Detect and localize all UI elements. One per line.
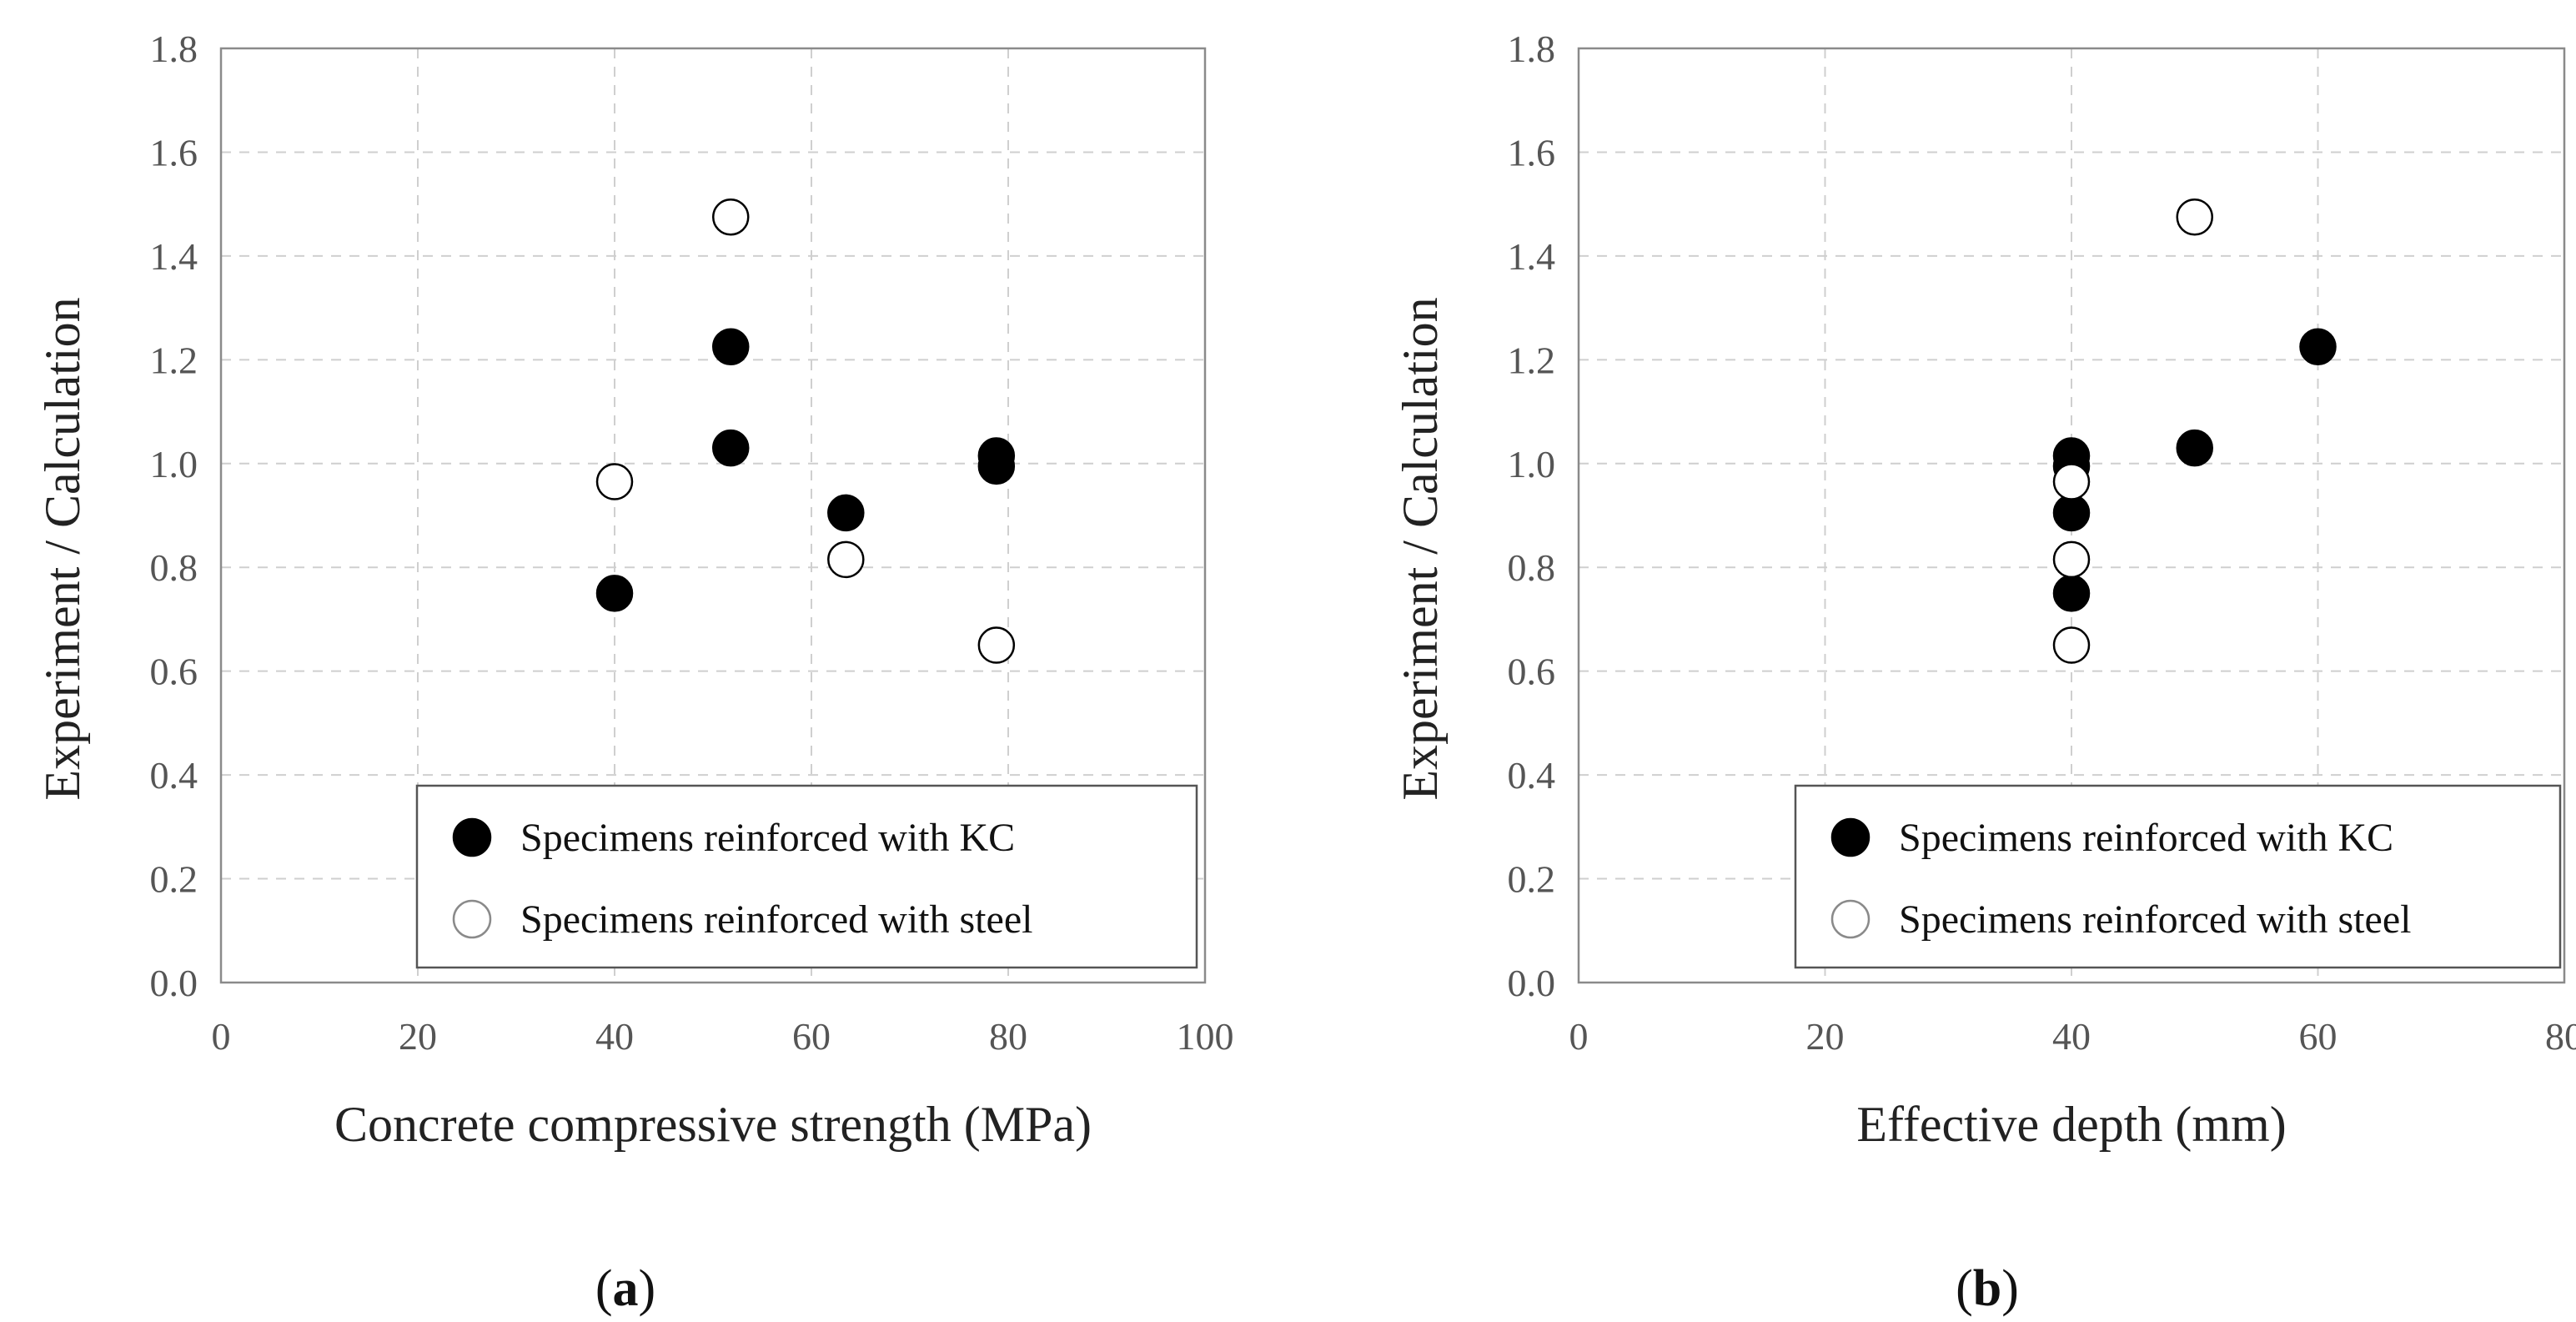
y-tick-label: 1.0 [150, 443, 198, 485]
data-point-kc [2052, 494, 2091, 532]
panel-label-a: (a) [595, 1260, 655, 1317]
panel-label-b: (b) [1956, 1260, 2019, 1317]
y-ticks-b: 0.0 0.2 0.4 0.6 0.8 1.0 1.2 1.4 1.6 1.8 [1508, 28, 1556, 1004]
legend-a: Specimens reinforced with KC Specimens r… [415, 784, 1198, 969]
x-tick-label: 40 [595, 1015, 634, 1058]
y-tick-label: 0.6 [1508, 651, 1556, 693]
y-tick-label: 1.4 [150, 235, 198, 278]
y-axis-label-a: Experiment / Calculation [35, 297, 90, 800]
legend-marker-steel-a [452, 899, 492, 939]
x-tick-label: 60 [792, 1015, 831, 1058]
data-point-steel [2052, 626, 2091, 664]
data-point-steel [2052, 463, 2091, 500]
legend-label-steel-a: Specimens reinforced with steel [520, 897, 1032, 942]
x-tick-label: 40 [2052, 1015, 2091, 1058]
panel-a: 0.0 0.2 0.4 0.6 0.8 1.0 1.2 1.4 1.6 1.8 0 20 40 60 80… [35, 28, 1234, 1317]
legend-label-kc-b: Specimens reinforced with KC [1899, 816, 2393, 860]
x-tick-label: 0 [212, 1015, 231, 1058]
data-point-kc [595, 575, 634, 612]
y-tick-label: 0.2 [150, 858, 198, 901]
data-point-steel [711, 198, 750, 236]
x-tick-label: 80 [2545, 1015, 2576, 1058]
data-point-kc [977, 447, 1016, 485]
panel-letter-a: a [613, 1260, 639, 1317]
y-ticks-a: 0.0 0.2 0.4 0.6 0.8 1.0 1.2 1.4 1.6 1.8 [150, 28, 198, 1004]
y-tick-label: 1.2 [1508, 339, 1556, 381]
x-tick-label: 100 [1177, 1015, 1234, 1058]
data-point-steel [2052, 540, 2091, 579]
y-tick-label: 1.6 [150, 131, 198, 173]
y-tick-label: 0.8 [1508, 546, 1556, 589]
x-ticks-a: 0 20 40 60 80 100 [212, 1015, 1234, 1058]
y-tick-label: 1.2 [150, 339, 198, 381]
y-axis-label-b: Experiment / Calculation [1393, 297, 1448, 800]
legend-marker-kc-b [1830, 817, 1870, 857]
x-ticks-b: 0 20 40 60 80 [1569, 1015, 2576, 1058]
panel-letter-b: b [1973, 1260, 2001, 1317]
x-tick-label: 20 [1806, 1015, 1845, 1058]
data-point-steel [827, 540, 865, 579]
legend-label-kc-a: Specimens reinforced with KC [520, 816, 1015, 860]
points-b [2052, 198, 2337, 664]
x-tick-label: 20 [399, 1015, 437, 1058]
data-point-kc [2299, 328, 2337, 366]
x-tick-label: 80 [989, 1015, 1027, 1058]
y-tick-label: 0.6 [150, 651, 198, 693]
plot-frame-a [219, 47, 1207, 984]
data-point-kc [711, 429, 750, 467]
y-tick-label: 1.4 [1508, 235, 1556, 278]
y-tick-label: 0.8 [150, 546, 198, 589]
x-axis-label-a: Concrete compressive strength (MPa) [334, 1097, 1092, 1152]
y-tick-label: 0.4 [150, 754, 198, 797]
data-point-kc [2052, 575, 2091, 612]
x-tick-label: 60 [2299, 1015, 2337, 1058]
legend-label-steel-b: Specimens reinforced with steel [1899, 897, 2411, 942]
data-point-kc [711, 328, 750, 366]
y-tick-label: 0.4 [1508, 754, 1556, 797]
data-point-steel [977, 626, 1016, 664]
legend-marker-kc-a [452, 817, 492, 857]
y-tick-label: 0.2 [1508, 858, 1556, 901]
legend-marker-steel-b [1830, 899, 1870, 939]
y-tick-label: 1.8 [1508, 28, 1556, 70]
legend-b: Specimens reinforced with KC Specimens r… [1794, 784, 2562, 969]
y-tick-label: 1.6 [1508, 131, 1556, 173]
x-tick-label: 0 [1569, 1015, 1589, 1058]
y-tick-label: 1.0 [1508, 443, 1556, 485]
y-tick-label: 1.8 [150, 28, 198, 70]
x-axis-label-b: Effective depth (mm) [1856, 1097, 2286, 1152]
data-point-kc [2176, 429, 2213, 467]
legend-box-a [415, 784, 1198, 969]
y-tick-label: 0.0 [1508, 962, 1556, 1004]
panel-b: 0.0 0.2 0.4 0.6 0.8 1.0 1.2 1.4 1.6 1.8 0 20 40 60 80… [1393, 28, 2576, 1317]
plot-frame-b [1577, 47, 2566, 984]
y-tick-label: 0.0 [150, 962, 198, 1004]
data-point-kc [827, 494, 865, 532]
data-point-steel [595, 463, 634, 500]
data-point-steel [2176, 198, 2213, 236]
legend-box-b [1794, 784, 2562, 969]
points-a [595, 198, 1016, 664]
